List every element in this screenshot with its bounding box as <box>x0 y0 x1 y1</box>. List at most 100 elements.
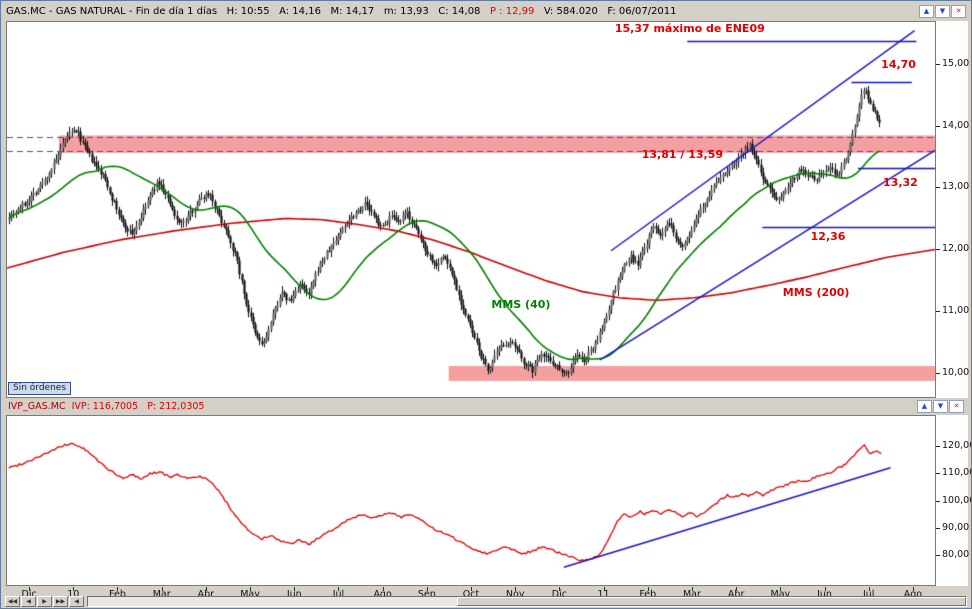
price-panel: 15,00 14,00 13,00 12,00 11,00 10,00 15,37 máx… <box>6 21 970 398</box>
x-axis-label: Sep <box>417 589 436 600</box>
x-axis-label: Oct <box>462 589 480 600</box>
scroll-up-button[interactable]: ▲ <box>917 400 932 413</box>
x-axis-label: Ago <box>373 589 392 600</box>
navigation-buttons: ◀◀ ◀ ▶ ▶▶ ◀ <box>5 595 85 607</box>
close-panel-button[interactable]: ✕ <box>951 5 966 18</box>
y-axis-tick <box>936 249 940 251</box>
navigation-bar: ◀◀ ◀ ▶ ▶▶ ◀ <box>5 595 967 607</box>
indicator-y-axis: 120,00 110,00 100,00 90,00 80,00 <box>936 415 971 586</box>
x-axis-label: 11 <box>597 589 610 600</box>
orders-button[interactable]: Sin órdenes <box>8 382 72 395</box>
nav-page-left-button[interactable]: ◀ <box>21 595 36 607</box>
y-axis-tick <box>936 500 940 502</box>
x-axis-tick <box>426 587 428 591</box>
y-axis-tick <box>936 311 940 313</box>
price-panel-header: GAS.MC - GAS NATURAL - Fin de día 1 días… <box>4 3 968 20</box>
x-axis-label: Feb <box>639 589 657 600</box>
x-axis-tick <box>515 587 517 591</box>
y-axis-tick <box>936 445 940 447</box>
x-axis-tick <box>250 587 252 591</box>
y-axis-label: 80,00 <box>942 549 970 561</box>
x-axis-label: Jul <box>862 589 875 600</box>
indicator-chart-canvas[interactable] <box>6 415 936 586</box>
x-axis-label: Feb <box>109 589 126 600</box>
x-axis-label: Mar <box>152 589 171 600</box>
header-text-segment: P : 12,99 <box>489 6 535 17</box>
x-axis-tick <box>647 587 649 591</box>
nav-split-button[interactable]: ◀ <box>69 595 84 607</box>
x-axis-tick <box>912 587 914 591</box>
x-axis-label: Jul <box>332 589 345 600</box>
header-text-segment: V: 584.020 F: 06/07/2011 <box>534 6 677 17</box>
indicator-panel-controls: ▲ ▼ ✕ <box>917 400 964 413</box>
x-axis-label: Mar <box>682 589 701 600</box>
header-text-segment: GAS.MC - GAS NATURAL - Fin de día 1 días… <box>6 6 490 17</box>
header-text-segment: IVP: 116,7005 <box>71 401 148 412</box>
y-axis-tick <box>936 187 940 189</box>
x-axis-tick <box>868 587 870 591</box>
x-axis-tick <box>736 587 738 591</box>
x-axis-label: Nov <box>505 589 525 600</box>
header-text-segment: IVP_GAS.MC <box>8 401 72 412</box>
x-axis-label: Ago <box>903 589 923 600</box>
price-panel-controls: ▲ ▼ ✕ <box>919 5 966 18</box>
indicator-title: IVP_GAS.MC IVP: 116,7005 P: 212,0305 <box>8 401 204 412</box>
scroll-up-button[interactable]: ▲ <box>919 5 934 18</box>
y-axis-label: 11,00 <box>942 305 970 317</box>
y-axis-label: 14,00 <box>942 119 970 131</box>
y-axis-label: 12,00 <box>942 243 970 255</box>
y-axis-tick <box>936 125 940 127</box>
x-axis-tick <box>73 587 75 591</box>
y-axis-label: 13,00 <box>942 181 970 193</box>
x-axis-tick <box>117 587 119 591</box>
x-axis-tick <box>294 587 296 591</box>
chart-title: GAS.MC - GAS NATURAL - Fin de día 1 días… <box>6 6 677 17</box>
x-axis-tick <box>471 587 472 591</box>
x-axis-tick <box>780 587 782 591</box>
x-axis-label: Jun <box>286 589 302 600</box>
x-axis-label: 10 <box>67 589 80 600</box>
horizontal-scrollbar[interactable] <box>87 595 967 607</box>
nav-end-button[interactable]: ▶▶ <box>53 595 68 607</box>
price-chart-canvas[interactable] <box>6 21 936 398</box>
x-axis-tick <box>29 587 31 591</box>
y-axis-tick <box>936 473 940 475</box>
y-axis-label: 15,00 <box>942 57 970 69</box>
scrollbar-thumb[interactable] <box>456 596 966 606</box>
y-axis-tick <box>936 527 940 529</box>
header-text-segment: P: 212,0305 <box>147 401 205 412</box>
close-panel-button[interactable]: ✕ <box>949 400 964 413</box>
time-axis: Dic 10 Feb Mar Abr May Jun Jul Ago Sep Oct Nov Dic 11… <box>6 587 936 600</box>
x-axis-tick <box>559 587 561 591</box>
x-axis-label: Dic <box>21 589 37 600</box>
y-axis-tick <box>936 63 940 65</box>
scroll-down-button[interactable]: ▼ <box>935 5 950 18</box>
x-axis-tick <box>824 587 826 591</box>
x-axis-tick <box>382 587 384 591</box>
nav-start-button[interactable]: ◀◀ <box>5 595 20 607</box>
y-axis-label: 100,00 <box>942 494 972 506</box>
y-axis-label: 120,00 <box>942 439 972 451</box>
x-axis-tick <box>691 587 693 591</box>
x-axis-label: May <box>770 589 791 600</box>
price-y-axis: 15,00 14,00 13,00 12,00 11,00 10,00 <box>936 21 970 398</box>
x-axis-label: Jun <box>817 589 832 600</box>
x-axis-tick <box>161 587 163 591</box>
indicator-panel: 120,00 110,00 100,00 90,00 80,00 <box>6 415 971 586</box>
y-axis-label: 90,00 <box>942 521 970 533</box>
x-axis-label: Abr <box>727 589 745 600</box>
x-axis-label: Dic <box>551 589 567 600</box>
y-axis-label: 110,00 <box>942 467 972 479</box>
nav-page-right-button[interactable]: ▶ <box>37 595 52 607</box>
y-axis-label: 10,00 <box>942 367 970 379</box>
indicator-panel-header: IVP_GAS.MC IVP: 116,7005 P: 212,0305 ▲ ▼ ✕ <box>6 399 966 414</box>
x-axis-tick <box>603 587 605 591</box>
x-axis-tick <box>205 587 207 591</box>
scroll-down-button[interactable]: ▼ <box>933 400 948 413</box>
y-axis-tick <box>936 373 940 375</box>
x-axis-label: May <box>240 589 260 600</box>
x-axis-label: Abr <box>197 589 215 600</box>
y-axis-tick <box>936 555 940 557</box>
x-axis-tick <box>338 587 340 591</box>
